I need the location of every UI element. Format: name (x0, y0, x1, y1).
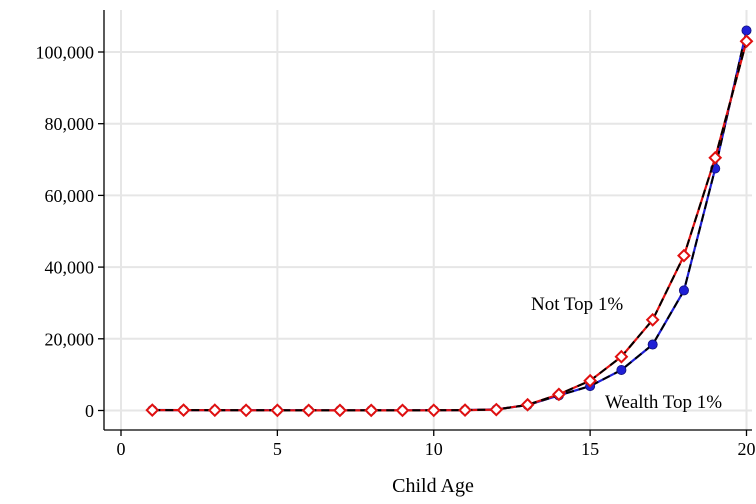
wealth-top1-dash-line (152, 30, 748, 412)
data-point (551, 387, 566, 402)
series-layer (145, 25, 754, 418)
x-tick-label: 5 (273, 439, 282, 459)
x-axis-label: Child Age (392, 475, 474, 497)
y-tick-label: 80,000 (45, 114, 95, 134)
data-point (395, 403, 410, 418)
wealth-top1-line (152, 30, 748, 412)
data-point (741, 25, 752, 36)
series-annotation: Wealth Top 1% (605, 392, 722, 413)
data-point (239, 403, 254, 418)
data-point (520, 397, 535, 412)
series-annotation: Not Top 1% (531, 294, 623, 315)
data-point (333, 403, 347, 418)
data-point (301, 403, 316, 418)
axes: 0 20,000 40,000 60,000 80,000 100,000 0 5 10 15 20 (36, 10, 756, 459)
data-point (270, 403, 285, 418)
annotations: Not Top 1% Wealth Top 1% (531, 294, 722, 413)
data-point (145, 403, 160, 418)
y-tick-label: 40,000 (45, 258, 95, 278)
not-top1-line (152, 40, 748, 412)
y-tick-label: 100,000 (36, 43, 95, 63)
data-point (458, 403, 472, 418)
data-point (364, 403, 379, 418)
x-tick-label: 10 (425, 439, 443, 459)
data-point (645, 312, 660, 327)
y-tick-label: 20,000 (45, 329, 95, 349)
data-point (678, 285, 689, 296)
x-tick-label: 0 (117, 439, 126, 459)
data-point (739, 34, 754, 49)
y-tick-label: 0 (85, 401, 94, 421)
data-point (583, 373, 598, 388)
x-tick-label: 15 (581, 439, 599, 459)
data-point (616, 364, 627, 375)
not-top1-dash-line (152, 40, 748, 412)
data-point (647, 339, 658, 350)
data-point (426, 403, 441, 418)
data-point (614, 349, 629, 364)
grid (104, 10, 752, 430)
data-point (207, 403, 222, 418)
x-tick-label: 20 (738, 439, 756, 459)
data-point (176, 403, 191, 418)
data-point (489, 402, 504, 417)
data-point (708, 150, 723, 165)
y-tick-label: 60,000 (45, 186, 95, 206)
data-point (677, 248, 691, 263)
